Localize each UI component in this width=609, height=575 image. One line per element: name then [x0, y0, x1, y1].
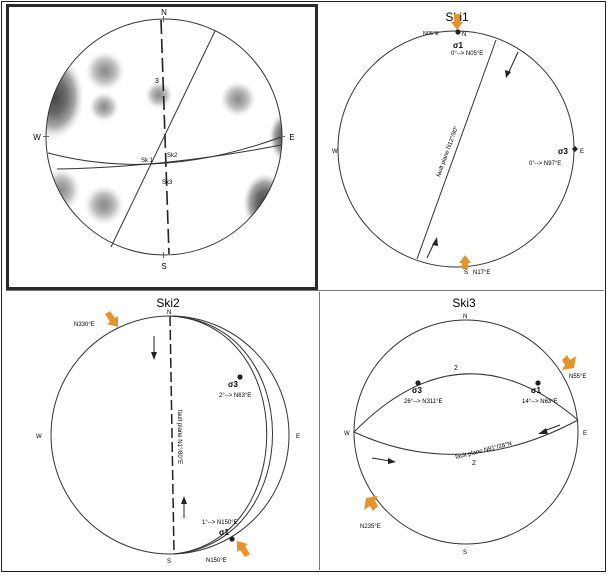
ski1-fault-plane-line: [416, 39, 497, 260]
ski3-sigma1-plunge: 14°--> N63°E: [522, 399, 558, 405]
ski3-sigma1-label: σ1: [531, 386, 541, 395]
divider-horizontal: [6, 290, 604, 291]
ski1-sigma1-point: [455, 29, 461, 35]
label-south: S: [161, 262, 166, 271]
ski3-ne-trend: N55°E: [569, 374, 586, 380]
plane-ns: [160, 19, 170, 255]
ski1-east: E: [580, 149, 584, 155]
ski3-slip-arrow-left: [371, 457, 391, 462]
ski3-title: Ski3: [452, 296, 476, 310]
panel-ski1: Ski1 N S W E fault plane N12°/90° σ1 N05…: [322, 4, 604, 290]
ski1-stereonet: Ski1 N S W E fault plane N12°/90° σ1 N05…: [332, 10, 584, 276]
ski3-slip-arrowhead-right: [538, 428, 548, 434]
ski2-sigma3-plunge: 2°--> N63°E: [219, 393, 251, 399]
ski3-sw-arrow: [364, 496, 378, 511]
ski3-sw-trend: N235°E: [360, 524, 381, 530]
label-sk1: Sk 1: [141, 158, 154, 164]
ski3-east: E: [583, 431, 587, 437]
ski1-sigma1-arrow: [451, 14, 463, 30]
ski3-bottom-mark: 2: [472, 460, 476, 467]
ski2-fault-plane-line: [169, 315, 175, 555]
ski1-primitive: [337, 30, 575, 268]
ski3-stereonet: Ski3 N S W E fault plane N81°/28°N 2 2 σ…: [344, 296, 587, 556]
ski3-south: S: [463, 550, 467, 556]
ski3-sigma1-point: [535, 380, 541, 386]
ski1-sigma1-label: σ1: [453, 41, 463, 50]
ski3-sigma3-label: σ3: [412, 386, 422, 395]
ski3-great-circle-upper: [353, 373, 579, 433]
panel-ski3: Ski3 N S W E fault plane N81°/28°N 2 2 σ…: [322, 292, 604, 570]
ski3-fault-plane-line: [353, 419, 579, 455]
plane-ew-great-circle: [47, 136, 282, 165]
ski2-sigma1-trend: N150°E: [206, 558, 227, 564]
ski1-fault-plane-label: fault plane N12°/90°: [436, 125, 460, 178]
tick-marks: [43, 16, 285, 258]
ski2-sigma3-point: [237, 374, 243, 380]
ski2-slip-arrowhead-bottom: [181, 496, 187, 504]
ski2-stereonet: Ski2 N S W E fault plane N1°/80°E N330°E…: [36, 296, 300, 565]
ski2-north-arrow: [105, 311, 118, 327]
ski1-sigma1-trend: N05°E: [423, 31, 439, 37]
label-sk2: Sk2: [167, 153, 178, 159]
ski1-sigma3-label: σ3: [558, 147, 568, 156]
ski2-title: Ski2: [156, 296, 180, 310]
ski3-fault-plane-label: fault plane N81°/28°N: [455, 441, 513, 461]
panel-density-stereonet: N S W E 3 Sk 1 Sk2 Sk3: [6, 4, 318, 290]
ski1-slip-arrowhead-bottom: [432, 237, 438, 246]
ski1-slip-arrowhead-top: [505, 70, 511, 78]
ski2-slip-arrowhead-top: [151, 352, 157, 360]
ski2-sigma3-label: σ3: [228, 380, 238, 389]
ski3-slip-arrowhead-left: [388, 458, 396, 464]
ski2-south: S: [167, 559, 171, 565]
ski3-north: N: [463, 314, 467, 320]
ski1-south: S: [464, 270, 468, 276]
ski1-sigma3-plunge: 0°--> N97°E: [529, 161, 561, 167]
ski2-west: W: [36, 434, 42, 440]
label-3: 3: [155, 78, 159, 85]
label-sk3: Sk3: [162, 180, 173, 186]
ski3-ne-arrow: [562, 355, 576, 370]
ski3-sigma3-point: [415, 380, 421, 386]
ski1-sigma3-point: [572, 146, 578, 152]
plane-ne-sw: [110, 30, 216, 248]
ski2-east: E: [296, 434, 300, 440]
ski2-sigma1-arrow: [237, 541, 250, 557]
panel-ski2: Ski2 N S W E fault plane N1°/80°E N330°E…: [6, 292, 318, 570]
ski2-sigma1-plunge: 1°--> N150°E: [202, 520, 238, 526]
ski2-north: N: [167, 310, 171, 316]
density-stereonet: N S W E 3 Sk 1 Sk2 Sk3: [33, 8, 294, 271]
plane-ew-2: [56, 144, 282, 170]
ski2-fault-plane-label: fault plane N1°/80°E: [176, 410, 182, 464]
ski3-west: W: [344, 431, 350, 437]
divider-vertical: [319, 292, 320, 570]
label-east: E: [289, 133, 294, 142]
ski2-great-circle-1: [169, 315, 273, 555]
ski1-south-trend: N17°E: [473, 270, 490, 276]
ski3-slip-arrow-right: [543, 424, 561, 432]
ski1-north: N: [462, 32, 466, 38]
ski1-sigma1-plunge: 0°--> N05°E: [451, 51, 483, 57]
ski3-sigma3-plunge: 26°--> N311°E: [404, 399, 443, 405]
ski2-sigma1-label: σ1: [219, 528, 229, 537]
ski3-top-mark: 2: [454, 365, 458, 372]
ski2-great-circle-2: [171, 315, 268, 555]
label-west: W: [33, 133, 41, 142]
ski2-north-trend: N330°E: [74, 322, 95, 328]
label-north: N: [161, 8, 167, 17]
ski2-sigma1-point: [229, 536, 235, 542]
ski1-slip-arrow-top: [507, 51, 519, 75]
ski1-west: W: [332, 149, 338, 155]
ski1-south-arrow: [459, 255, 471, 269]
